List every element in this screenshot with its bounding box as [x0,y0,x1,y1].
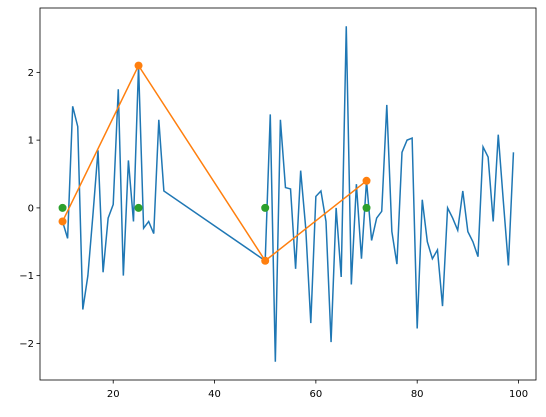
y-tick-label: 0 [28,203,34,214]
point [362,203,371,212]
x-tick-label: 20 [107,389,120,400]
series-line [61,26,515,362]
y-tick-label: 1 [28,136,34,147]
x-tick-label: 40 [208,389,221,400]
point [58,217,67,226]
point [134,203,143,212]
y-tick-label: −2 [19,339,34,350]
point [261,256,270,265]
plot-frame [39,7,537,381]
point [58,203,67,212]
point [261,203,270,212]
point [362,176,371,185]
y-tick-label: 2 [28,68,34,79]
x-tick-label: 60 [309,389,322,400]
x-tick-label: 80 [411,389,424,400]
point [134,61,143,70]
y-tick-label: −1 [19,271,34,282]
series-line [61,64,367,262]
x-tick-label: 100 [509,389,528,400]
